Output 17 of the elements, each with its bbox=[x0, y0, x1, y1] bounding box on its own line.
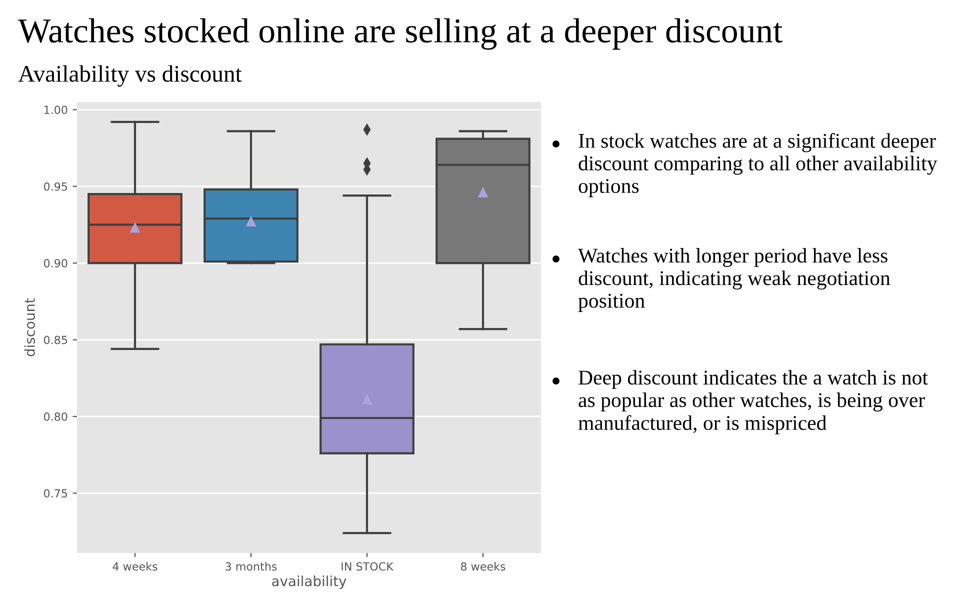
y-tick-label: 0.95 bbox=[44, 182, 67, 191]
x-axis-title: availability bbox=[272, 576, 346, 589]
text: Deep discount indicates the a watch is not as popular as other watches, is being over manufactured, or is mispriced bbox=[578, 370, 928, 434]
x-tick-label: IN STOCK bbox=[342, 562, 394, 571]
x-tick-label: 8 weeks bbox=[460, 562, 506, 571]
x-tick-label: 4 weeks bbox=[112, 562, 158, 571]
text: Watches with longer period have less discount, indicating weak negotiation position bbox=[578, 248, 890, 312]
y-tick-label: 0.80 bbox=[44, 412, 68, 421]
x-tick-label: 3 months bbox=[226, 562, 277, 571]
y-tick-label: 0.90 bbox=[44, 259, 68, 268]
y-axis-title: discount bbox=[24, 298, 35, 356]
text: In stock watches are at a significant deeper discount comparing to all other availability options bbox=[578, 133, 938, 198]
y-tick-label: 0.75 bbox=[44, 489, 67, 498]
chart-subtitle: Availability vs discount bbox=[18, 65, 242, 87]
chart-title: Watches stocked online are selling at a deeper discount bbox=[18, 18, 782, 50]
y-tick-label: 0.85 bbox=[44, 336, 67, 344]
y-tick-label: 1.00 bbox=[44, 106, 68, 114]
